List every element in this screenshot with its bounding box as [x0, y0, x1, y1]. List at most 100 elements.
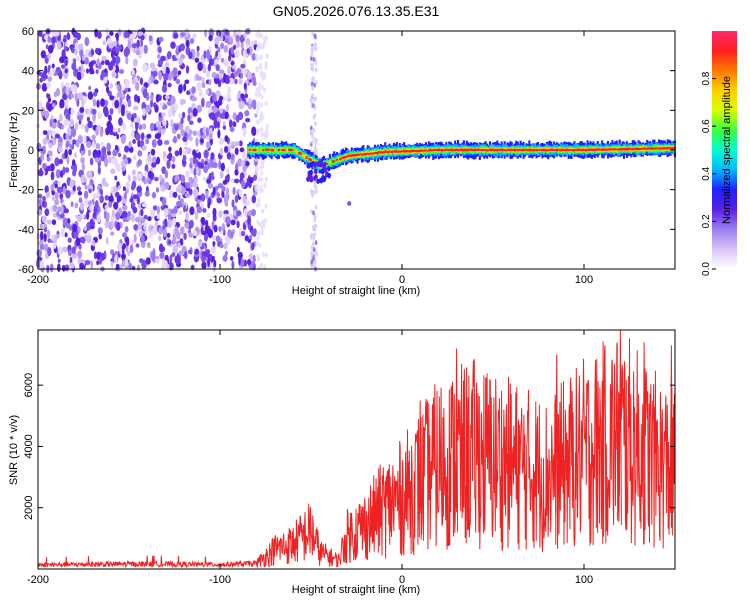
spectrogram-noise-cell [87, 149, 91, 157]
spectrogram-signal-cell [631, 147, 634, 151]
spectrogram-signal-cell [454, 148, 457, 152]
spectrogram-noise-cell [180, 99, 187, 105]
spectrogram-signal-cell [427, 149, 430, 152]
spectrogram-signal-cell [432, 149, 435, 151]
spectrogram-noise-cell [97, 31, 102, 39]
spectrogram-noise-cell [59, 100, 63, 109]
spectrogram-noise-cell [312, 96, 316, 102]
spectrogram-noise-cell [47, 44, 54, 54]
spectrogram-noise-cell [70, 93, 75, 99]
spectrogram-noise-cell [97, 149, 101, 157]
spectrogram-signal-cell [266, 148, 269, 151]
spectrogram-noise-cell [44, 185, 49, 194]
spectrogram-noise-cell [170, 41, 176, 49]
spectrogram-signal-cell [250, 147, 253, 152]
spectrogram-noise-cell [137, 150, 143, 157]
spectrogram-signal-cell [430, 149, 433, 152]
spectrogram-noise-cell [74, 202, 79, 209]
spectrogram-noise-cell [123, 47, 130, 58]
spectrogram-signal-cell [523, 149, 526, 152]
spectrogram-noise-cell [109, 108, 114, 115]
spectrogram-noise-cell [167, 108, 173, 118]
spectrogram-signal-cell [317, 160, 322, 166]
spectrogram-noise-cell [101, 146, 107, 156]
spectrogram-noise-cell [159, 174, 163, 181]
spectrogram-signal-band [247, 139, 676, 206]
spectrogram-noise-cell [257, 92, 261, 98]
spectrogram-signal-cell [457, 149, 460, 152]
spectrogram-noise-cell [158, 226, 164, 235]
spectrogram-signal-cell [401, 150, 404, 153]
spectrogram-noise-cell [257, 177, 261, 183]
spectrogram-noise-cell [200, 138, 204, 144]
spectrogram-noise-cell [312, 114, 316, 120]
spectrogram-noise-cell [131, 169, 136, 176]
spectrogram-noise-cell [180, 117, 184, 125]
spectrogram-signal-cell [620, 148, 623, 151]
spectrogram-noise-cell [83, 225, 87, 232]
spectrogram-noise-cell [76, 215, 83, 222]
snr-x-axis-label: Height of straight line (km) [292, 584, 420, 596]
spectrogram-noise-cell [229, 126, 235, 133]
spectrogram-noise-cell [104, 59, 110, 66]
spectrogram-noise-cell [113, 201, 119, 210]
spectrogram-signal-cell [355, 154, 358, 157]
spectrogram-noise-cell [100, 142, 104, 148]
spectrogram-noise-cell [121, 253, 126, 260]
spectrogram-noise-cell [72, 139, 76, 145]
spectrogram-noise-cell [252, 174, 258, 181]
spectrogram-noise-cell [51, 219, 57, 226]
spectrogram-noise-cell [310, 52, 314, 57]
spectrogram-noise-cell [104, 220, 110, 229]
spectrogram-noise-cell [122, 217, 127, 223]
spectrogram-noise-cell [123, 232, 127, 238]
spectrogram-noise-cell [167, 219, 173, 228]
spectrogram-noise-cell [179, 147, 183, 156]
spectrogram-signal-cell [413, 149, 416, 152]
snr-peak [455, 348, 459, 533]
spectrogram-signal-cell [478, 149, 481, 152]
spectrogram-noise-cell [142, 88, 148, 99]
spectrogram-noise-cell [88, 188, 92, 194]
spectrogram-noise-cell [145, 257, 151, 265]
spectrogram-signal-cell [615, 148, 618, 151]
snr-frame [37, 329, 676, 570]
spectrogram-x-tick-label: 100 [575, 274, 593, 286]
snr-y-tick-label: 6000 [23, 373, 35, 397]
spectrogram-noise-cell [183, 148, 187, 156]
spectrogram-noise-cell [158, 36, 164, 43]
spectrogram-noise-cell [42, 71, 47, 79]
spectrogram-noise-cell [260, 165, 264, 170]
spectrogram-noise-cell [224, 146, 229, 153]
spectrogram-noise-cell [110, 260, 114, 268]
spectrogram-noise-cell [107, 114, 112, 120]
spectrogram-x-tick-label: 0 [399, 274, 405, 286]
snr-series [37, 329, 676, 569]
spectrogram-signal-cell [473, 148, 476, 152]
spectrogram-noise-cell [187, 221, 192, 231]
spectrogram-noise-cell [219, 69, 225, 75]
spectrogram-noise-cell [76, 56, 80, 62]
spectrogram-noise-cell [42, 195, 46, 202]
spectrogram-signal-cell [391, 150, 394, 154]
spectrogram-noise-cell [224, 29, 230, 36]
spectrogram-noise-cell [38, 30, 43, 38]
spectrogram-noise-cell [260, 159, 264, 165]
spectrogram-noise-cell [232, 187, 236, 195]
spectrogram-signal-cell [433, 148, 436, 151]
spectrogram-noise-cell [314, 145, 317, 151]
spectrogram-signal-cell [502, 149, 505, 152]
spectrogram-noise-cell [46, 156, 51, 162]
spectrogram-noise-cell [89, 158, 94, 166]
spectrogram-signal-cell [593, 148, 596, 151]
spectrogram-noise-cell [154, 176, 159, 182]
snr-x-tick-label: -200 [27, 574, 49, 586]
spectrogram-noise-cell [111, 71, 117, 78]
spectrogram-signal-cell [350, 154, 353, 157]
spectrogram-noise-cell [263, 74, 267, 80]
spectrogram-signal-cell [384, 150, 387, 154]
spectrogram-noise-cell [156, 205, 160, 216]
spectrogram-noise-cell [116, 181, 120, 186]
spectrogram-noise-cell [66, 32, 71, 40]
spectrogram-noise-cell [195, 137, 199, 147]
